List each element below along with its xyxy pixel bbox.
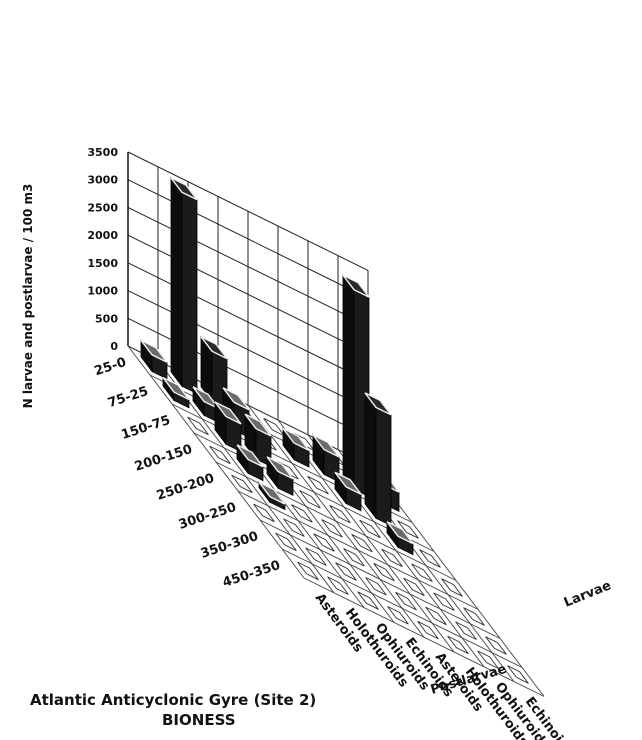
empty-cell-marker	[187, 416, 209, 436]
bar-top-face	[214, 401, 242, 425]
back-wall-horizontal-gridline	[127, 234, 369, 354]
empty-cell-marker	[507, 665, 529, 684]
empty-cell-marker	[395, 591, 417, 611]
bar-top-face	[162, 376, 190, 401]
empty-cell-marker	[365, 577, 387, 596]
empty-cell-marker	[477, 650, 499, 669]
empty-cell-marker	[297, 561, 319, 581]
depth-layer-label: 350-300	[199, 529, 260, 562]
floor-column-gridline	[247, 404, 425, 638]
z-axis-title: N larvae and postlarvae / 100 m3	[21, 184, 35, 409]
bar-top-face	[222, 387, 250, 411]
bar-left-face	[342, 274, 355, 491]
z-tick-label: 2500	[87, 201, 118, 214]
empty-cell-marker	[357, 591, 379, 610]
empty-cell-marker	[307, 475, 329, 495]
empty-cell-marker	[455, 621, 477, 640]
back-wall-horizontal-gridline	[127, 206, 369, 327]
empty-cell-marker	[351, 533, 373, 553]
depth-layer-label: 300-250	[177, 500, 238, 533]
z-tick-label: 2000	[87, 229, 118, 242]
bar-top-face	[200, 336, 228, 360]
depth-layer-label: 200-150	[133, 442, 194, 475]
empty-cell-marker	[433, 592, 455, 611]
bar-top-face	[282, 427, 310, 452]
floor-column-gridline	[127, 345, 305, 579]
group-label: Larvae	[562, 578, 614, 611]
bar-top-face	[170, 177, 198, 201]
bar-top-face	[342, 274, 370, 298]
bar-right-face	[375, 406, 392, 527]
depth-layer-label: 250-200	[155, 471, 216, 504]
empty-cell-marker	[231, 474, 253, 494]
empty-cell-marker	[403, 577, 425, 597]
empty-cell-marker	[253, 503, 275, 523]
empty-cell-marker	[299, 490, 321, 509]
empty-cell-marker	[463, 607, 485, 626]
bar-top-face	[364, 392, 392, 416]
caption-site-title: Atlantic Anticyclonic Gyre (Site 2)	[30, 691, 317, 709]
back-wall-horizontal-gridline	[127, 262, 369, 382]
empty-cell-marker	[313, 533, 335, 552]
z-tick-label: 1000	[87, 285, 118, 298]
bar-top-face	[258, 481, 286, 505]
empty-cell-marker	[291, 504, 313, 523]
empty-cell-marker	[321, 519, 343, 538]
empty-cell-marker	[447, 635, 469, 655]
empty-cell-marker	[417, 620, 439, 640]
empty-cell-marker	[397, 520, 419, 539]
empty-cell-marker	[335, 562, 357, 581]
empty-cell-marker	[381, 548, 403, 568]
empty-cell-marker	[305, 547, 327, 566]
bar-right-face	[181, 191, 198, 395]
empty-cell-marker	[411, 563, 433, 582]
z-tick-label: 0	[110, 340, 118, 353]
empty-cell-marker	[441, 578, 463, 597]
empty-cell-marker	[329, 504, 351, 524]
empty-cell-marker	[359, 519, 381, 539]
z-tick-label: 3500	[87, 146, 118, 159]
depth-layer-label: 150-75	[119, 413, 172, 443]
depth-layer-label: 75-25	[106, 384, 150, 411]
empty-cell-marker	[209, 445, 231, 465]
back-wall-horizontal-gridline	[127, 290, 369, 410]
bar-top-face	[334, 471, 362, 495]
z-tick-label: 1500	[87, 257, 118, 270]
bar-top-face	[266, 456, 294, 480]
bar-left-face	[170, 176, 183, 388]
depth-layer-label: 450-350	[221, 558, 282, 591]
z-tick-label: 500	[95, 312, 118, 325]
bar-top-face	[236, 444, 264, 468]
depth-layer-label: 25-0	[93, 355, 129, 379]
bar-top-face	[386, 521, 414, 545]
back-wall-horizontal-gridline	[127, 317, 369, 438]
bar-top-face	[244, 413, 272, 437]
bar-top-face	[312, 434, 340, 458]
bar-top-face	[140, 339, 168, 363]
empty-cell-marker	[425, 606, 447, 626]
back-wall-horizontal-gridline	[127, 151, 369, 271]
caption-method: BIONESS	[162, 711, 236, 729]
empty-cell-marker	[419, 549, 441, 568]
empty-cell-marker	[485, 636, 507, 655]
empty-cell-marker	[275, 532, 297, 552]
empty-cell-marker	[327, 576, 349, 595]
bar-left-face	[364, 391, 377, 520]
empty-cell-marker	[283, 518, 305, 537]
z-tick-label: 3000	[87, 174, 118, 187]
empty-cell-marker	[387, 606, 409, 625]
empty-cell-marker	[373, 562, 395, 582]
empty-cell-marker	[343, 548, 365, 567]
back-wall-horizontal-gridline	[127, 179, 369, 299]
